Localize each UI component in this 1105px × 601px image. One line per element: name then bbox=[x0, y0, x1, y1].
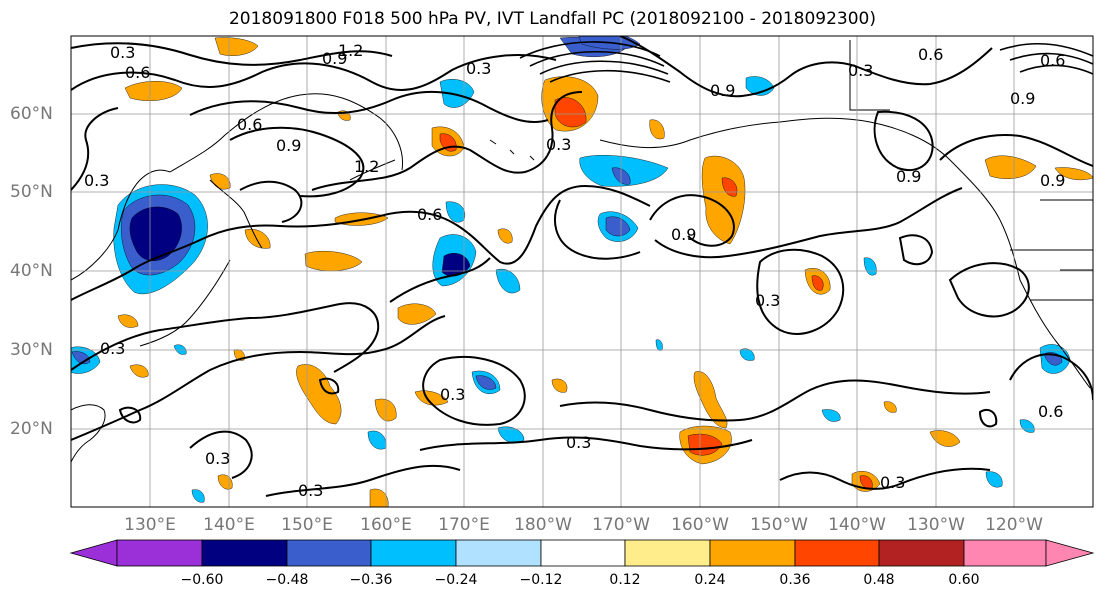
contour-label: 0.9 bbox=[1040, 171, 1065, 190]
colorbar bbox=[69, 539, 1095, 567]
gridlines bbox=[71, 36, 1093, 507]
lon-label-160e: 160°E bbox=[360, 515, 412, 535]
contour-label: 0.3 bbox=[466, 59, 491, 78]
lon-label-170w: 170°W bbox=[592, 515, 650, 535]
contour-label: 0.9 bbox=[276, 136, 301, 155]
colorbar-seg-5 bbox=[455, 539, 542, 567]
figure-title: 2018091800 F018 500 hPa PV, IVT Landfall… bbox=[228, 9, 876, 29]
pv-contours-dense bbox=[519, 41, 1093, 83]
lon-label-120w: 120°W bbox=[985, 515, 1043, 535]
lon-label-160w: 160°W bbox=[671, 515, 729, 535]
lon-label-130w: 130°W bbox=[907, 515, 965, 535]
colorbar-seg-6 bbox=[540, 539, 626, 567]
contour-label: 0.9 bbox=[671, 225, 696, 244]
contour-label: 0.3 bbox=[880, 473, 905, 492]
contour-label: 0.6 bbox=[237, 115, 262, 134]
contour-label: 0.3 bbox=[298, 481, 323, 500]
colorbar-extend-low bbox=[69, 539, 118, 567]
colorbar-seg-9 bbox=[794, 539, 880, 567]
contour-label: 0.3 bbox=[848, 61, 873, 80]
colorbar-tick: 0.60 bbox=[948, 572, 980, 588]
lon-label-130e: 130°E bbox=[124, 515, 176, 535]
colorbar-seg-3 bbox=[286, 539, 372, 567]
pv-contours bbox=[71, 36, 1093, 497]
contour-label: 0.6 bbox=[1038, 402, 1063, 421]
lat-label-40n: 40°N bbox=[10, 261, 53, 281]
colorbar-tick: 0.24 bbox=[694, 572, 726, 588]
contour-label: 0.6 bbox=[417, 205, 442, 224]
lat-label-20n: 20°N bbox=[10, 419, 53, 439]
contour-label: 1.2 bbox=[354, 157, 379, 176]
contour-label: 0.3 bbox=[755, 291, 780, 310]
colorbar-seg-11 bbox=[963, 539, 1047, 567]
lon-label-140w: 140°W bbox=[828, 515, 886, 535]
colorbar-tick: −0.24 bbox=[434, 572, 478, 588]
contour-label: 0.9 bbox=[322, 49, 347, 68]
lon-label-140e: 140°E bbox=[203, 515, 255, 535]
map-border bbox=[70, 35, 1094, 508]
contour-label: 0.3 bbox=[84, 171, 109, 190]
contour-label: 0.6 bbox=[125, 63, 150, 82]
coastlines bbox=[71, 40, 1093, 463]
colorbar-seg-1 bbox=[116, 539, 203, 567]
contour-label: 0.3 bbox=[546, 135, 571, 154]
lon-label-170e: 170°E bbox=[438, 515, 490, 535]
lat-label-60n: 60°N bbox=[10, 104, 53, 124]
contour-label: 0.3 bbox=[440, 385, 465, 404]
colorbar-seg-2 bbox=[201, 539, 288, 567]
colorbar-tick: 0.12 bbox=[609, 572, 641, 588]
colorbar-seg-7 bbox=[624, 539, 711, 567]
lon-label-180w: 180°W bbox=[514, 515, 572, 535]
contour-labels: 0.3 0.6 1.2 0.9 0.3 0.6 0.9 0.6 0.9 0.9 … bbox=[84, 41, 1065, 500]
contour-label: 0.9 bbox=[896, 167, 921, 186]
lat-label-30n: 30°N bbox=[10, 340, 53, 360]
colorbar-extend-high bbox=[1045, 539, 1095, 567]
contour-label: 0.3 bbox=[205, 449, 230, 468]
contour-label: 0.3 bbox=[566, 433, 591, 452]
contour-label: 0.9 bbox=[710, 81, 735, 100]
colorbar-tick: −0.12 bbox=[519, 572, 563, 588]
lat-label-50n: 50°N bbox=[10, 182, 53, 202]
colorbar-tick: −0.60 bbox=[180, 572, 224, 588]
contour-label: 0.3 bbox=[100, 339, 125, 358]
contour-label: 0.6 bbox=[918, 45, 943, 64]
lon-label-150w: 150°W bbox=[750, 515, 808, 535]
colorbar-seg-4 bbox=[370, 539, 457, 567]
colorbar-tick: −0.36 bbox=[349, 572, 393, 588]
contour-label: 0.3 bbox=[110, 43, 135, 62]
colorbar-tick: 0.48 bbox=[863, 572, 895, 588]
contour-label: 0.6 bbox=[1040, 51, 1065, 70]
colorbar-tick: 0.36 bbox=[779, 572, 811, 588]
colorbar-seg-10 bbox=[878, 539, 965, 567]
colorbar-tick: −0.48 bbox=[265, 572, 309, 588]
contour-label: 1.2 bbox=[338, 41, 363, 60]
colorbar-seg-8 bbox=[709, 539, 796, 567]
contour-label: 0.9 bbox=[1010, 89, 1035, 108]
lon-label-150e: 150°E bbox=[281, 515, 333, 535]
